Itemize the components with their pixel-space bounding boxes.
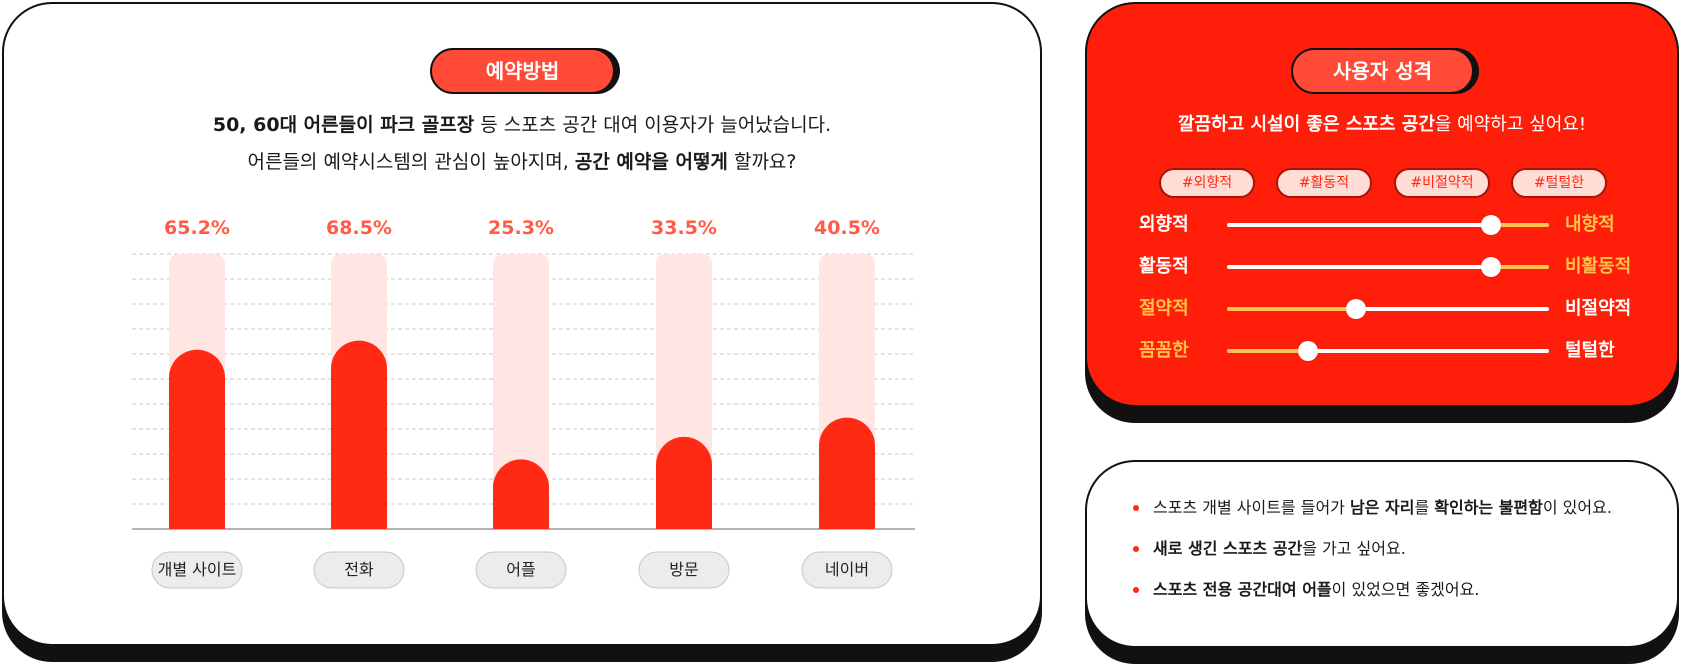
bullet-dot-icon (1133, 587, 1139, 593)
slider-right-label: 비절약적 (1565, 298, 1632, 319)
data-label: 25.3% (488, 217, 554, 239)
pain-point-item: 스포츠 전용 공간대여 어플이 있었으면 좋겠어요. (1131, 580, 1612, 621)
reservation-method-card: 예약방법 50, 60대 어른들이 파크 골프장 등 스포츠 공간 대여 이용자… (2, 2, 1042, 646)
slider-knob[interactable] (1297, 341, 1318, 361)
user-persona-card: 사용자 성격 깔끔하고 시설이 좋은 스포츠 공간을 예약하고 싶어요! #외향… (1085, 2, 1679, 407)
category-label: 방문 (669, 560, 698, 579)
pain-point-bold: 확인하는 불편함 (1434, 498, 1543, 517)
user-persona-title: 사용자 성격 (1291, 48, 1474, 94)
category-label: 개별 사이트 (158, 560, 237, 579)
slider-right-label: 비활동적 (1565, 256, 1632, 277)
category-pill (313, 551, 405, 589)
category-pill (475, 551, 567, 589)
slider-knob[interactable] (1481, 257, 1502, 277)
bullet-dot-icon (1133, 546, 1139, 552)
slider-left-label: 절약적 (1139, 298, 1189, 319)
bar-track (493, 254, 549, 529)
tag-non-frugal: #비절약적 (1394, 168, 1490, 198)
slider-row: 활동적 비활동적 (1087, 252, 1677, 282)
pain-points-list: 스포츠 개별 사이트를 들어가 남은 자리를 확인하는 불편함이 있어요. 새로… (1131, 498, 1612, 621)
pain-point-bold: 남은 자리 (1349, 498, 1415, 517)
persona-subtitle-tail: 을 예약하고 싶어요! (1434, 114, 1587, 135)
slider-left-label: 활동적 (1139, 256, 1189, 277)
category-pill (151, 551, 243, 589)
pain-point-text: 을 가고 싶어요. (1302, 539, 1406, 558)
persona-subtitle-text: 깔끔하고 시설이 좋은 (1177, 114, 1346, 135)
bar (493, 459, 549, 529)
pain-point-text: 를 (1414, 498, 1435, 517)
data-label: 68.5% (326, 217, 392, 239)
bar (169, 349, 225, 529)
slider-right-label: 털털한 (1565, 340, 1615, 361)
bullet-dot-icon (1133, 505, 1139, 511)
slider-right-label: 내향적 (1565, 214, 1615, 235)
slider-track[interactable] (1227, 299, 1549, 319)
intro-line-1: 50, 60대 어른들이 파크 골프장 등 스포츠 공간 대여 이용자가 늘어났… (4, 110, 1040, 137)
pain-point-text: 이 있었으면 좋겠어요. (1331, 580, 1480, 599)
intro-line-2-text: 어른들의 예약시스템의 관심이 높아지며, (247, 151, 575, 173)
intro-line-2: 어른들의 예약시스템의 관심이 높아지며, 공간 예약을 어떻게 할까요? (4, 147, 1040, 174)
data-label: 33.5% (651, 217, 717, 239)
intro-line-1-bold: 50, 60대 어른들이 파크 골프장 (212, 114, 475, 136)
slider-knob[interactable] (1345, 299, 1366, 319)
reservation-method-title: 예약방법 (430, 48, 615, 94)
bar (819, 417, 875, 529)
category-label: 어플 (506, 560, 535, 579)
bar (656, 436, 712, 529)
category-pill (801, 551, 893, 589)
pain-point-text: 이 있어요. (1542, 498, 1612, 517)
persona-subtitle-bold: 스포츠 공간 (1345, 114, 1435, 135)
bar (331, 340, 387, 529)
category-label: 전화 (344, 560, 374, 579)
persona-subtitle: 깔끔하고 시설이 좋은 스포츠 공간을 예약하고 싶어요! (1087, 110, 1677, 136)
tag-easygoing: #털털한 (1511, 168, 1607, 198)
slider-left-label: 외향적 (1139, 214, 1189, 235)
pain-point-text: 스포츠 개별 사이트를 들어가 (1153, 498, 1350, 517)
slider-row: 절약적 비절약적 (1087, 294, 1677, 324)
slider-fill (1227, 349, 1308, 353)
slider-fill (1491, 265, 1549, 269)
pain-point-item: 새로 생긴 스포츠 공간을 가고 싶어요. (1131, 539, 1612, 580)
slider-fill (1491, 223, 1549, 227)
pain-point-bold: 새로 생긴 스포츠 공간 (1153, 539, 1303, 558)
slider-track[interactable] (1227, 257, 1549, 277)
data-label: 65.2% (164, 217, 230, 239)
category-pill (638, 551, 730, 589)
slider-knob[interactable] (1481, 215, 1502, 235)
intro-line-2-tail: 할까요? (727, 151, 797, 173)
category-label: 네이버 (825, 560, 869, 579)
slider-track[interactable] (1227, 215, 1549, 235)
slider-left-label: 꼼꼼한 (1139, 340, 1189, 361)
intro-line-1-text: 등 스포츠 공간 대여 이용자가 늘어났습니다. (474, 114, 832, 136)
data-label: 40.5% (814, 217, 880, 239)
pain-points-card: 스포츠 개별 사이트를 들어가 남은 자리를 확인하는 불편함이 있어요. 새로… (1085, 460, 1679, 648)
tag-extroverted: #외향적 (1159, 168, 1255, 198)
slider-row: 외향적 내향적 (1087, 210, 1677, 240)
slider-row: 꼼꼼한 털털한 (1087, 336, 1677, 366)
slider-track[interactable] (1227, 341, 1549, 361)
slider-fill (1227, 307, 1356, 311)
pain-point-bold: 스포츠 전용 공간대여 어플 (1153, 580, 1332, 599)
reservation-bar-chart: 65.2% 개별 사이트 68.5% 전화 25.3% 어플 33.5% 방문 40.5% 네이버 (132, 217, 915, 589)
intro-line-2-bold: 공간 예약을 어떻게 (574, 151, 728, 173)
tag-active: #활동적 (1276, 168, 1372, 198)
pain-point-item: 스포츠 개별 사이트를 들어가 남은 자리를 확인하는 불편함이 있어요. (1131, 498, 1612, 539)
